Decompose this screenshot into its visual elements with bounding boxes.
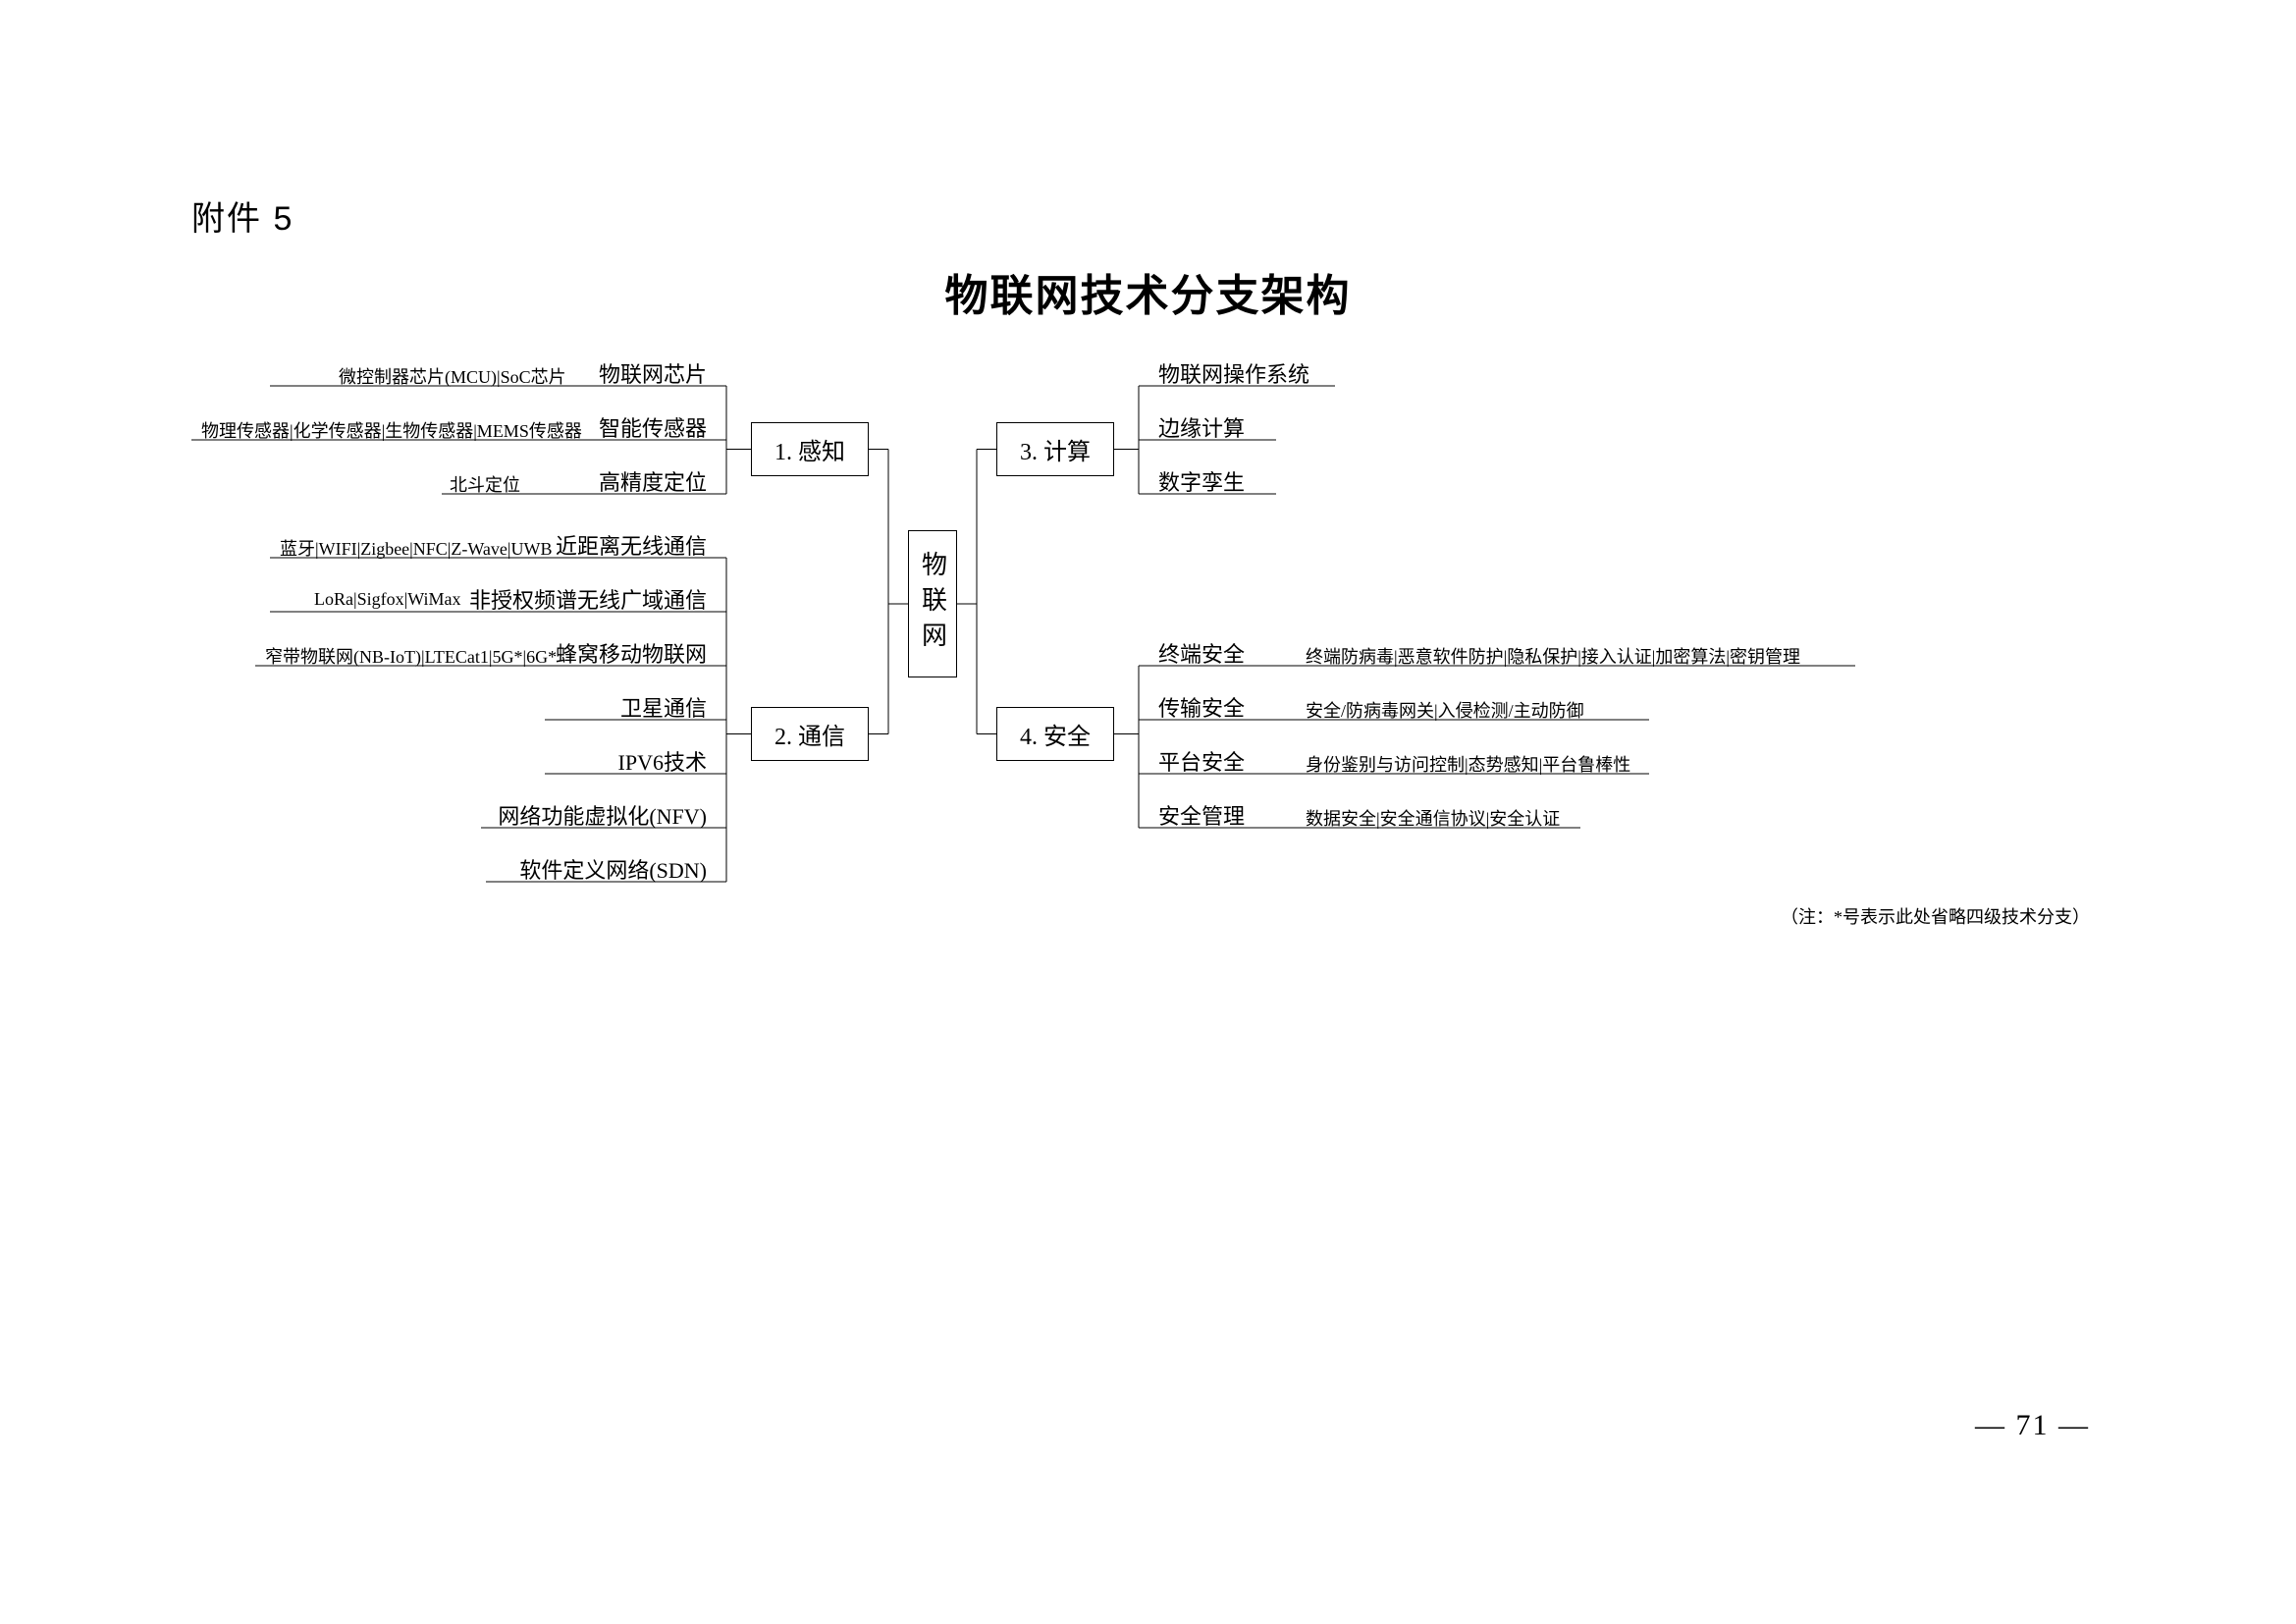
- leaf-label: 物联网芯片: [599, 357, 707, 389]
- leaf-detail: 蓝牙|WIFI|Zigbee|NFC|Z-Wave|UWB: [280, 535, 553, 561]
- leaf-label: 传输安全: [1158, 691, 1245, 723]
- leaf-detail: 微控制器芯片(MCU)|SoC芯片: [339, 363, 566, 389]
- page-title: 物联网技术分支架构: [0, 260, 2296, 323]
- leaf-label: 数字孪生: [1158, 465, 1245, 497]
- leaf-detail: 北斗定位: [450, 471, 520, 497]
- leaf-label: 近距离无线通信: [556, 529, 707, 561]
- leaf-label: 非授权频谱无线广域通信: [469, 583, 707, 615]
- leaf-detail: 身份鉴别与访问控制|态势感知|平台鲁棒性: [1306, 751, 1630, 777]
- leaf-label: 边缘计算: [1158, 411, 1245, 443]
- leaf-detail: 数据安全|安全通信协议|安全认证: [1306, 805, 1560, 831]
- leaf-label: 智能传感器: [599, 411, 707, 443]
- branch-node-comm: 2. 通信: [751, 707, 869, 761]
- branch-node-sense: 1. 感知: [751, 422, 869, 476]
- leaf-detail: 物理传感器|化学传感器|生物传感器|MEMS传感器: [201, 417, 582, 443]
- leaf-label: 高精度定位: [599, 465, 707, 497]
- leaf-label: 物联网操作系统: [1158, 357, 1309, 389]
- leaf-label: 终端安全: [1158, 637, 1245, 669]
- branch-node-compute: 3. 计算: [996, 422, 1114, 476]
- page-root: 附件 5 物联网技术分支架构 物联网 1. 感知 2. 通信 3. 计算 4. …: [0, 0, 2296, 1624]
- leaf-label: 卫星通信: [620, 691, 707, 723]
- leaf-detail: 安全/防病毒网关|入侵检测/主动防御: [1306, 697, 1584, 723]
- leaf-detail: 终端防病毒|恶意软件防护|隐私保护|接入认证|加密算法|密钥管理: [1306, 643, 1800, 669]
- leaf-label: 蜂窝移动物联网: [556, 637, 707, 669]
- page-number: — 71 —: [1975, 1409, 2090, 1442]
- footnote: （注：*号表示此处省略四级技术分支）: [1781, 903, 2090, 929]
- leaf-label: 网络功能虚拟化(NFV): [498, 799, 707, 831]
- leaf-detail: LoRa|Sigfox|WiMax: [314, 589, 460, 610]
- leaf-label: 安全管理: [1158, 799, 1245, 831]
- branch-node-security: 4. 安全: [996, 707, 1114, 761]
- leaf-label: IPV6技术: [618, 745, 707, 777]
- leaf-label: 平台安全: [1158, 745, 1245, 777]
- center-node: 物联网: [908, 530, 957, 677]
- diagram-connectors: [0, 0, 2296, 1624]
- leaf-detail: 窄带物联网(NB-IoT)|LTECat1|5G*|6G*: [265, 643, 557, 669]
- leaf-label: 软件定义网络(SDN): [519, 853, 707, 885]
- attachment-label: 附件 5: [191, 191, 294, 240]
